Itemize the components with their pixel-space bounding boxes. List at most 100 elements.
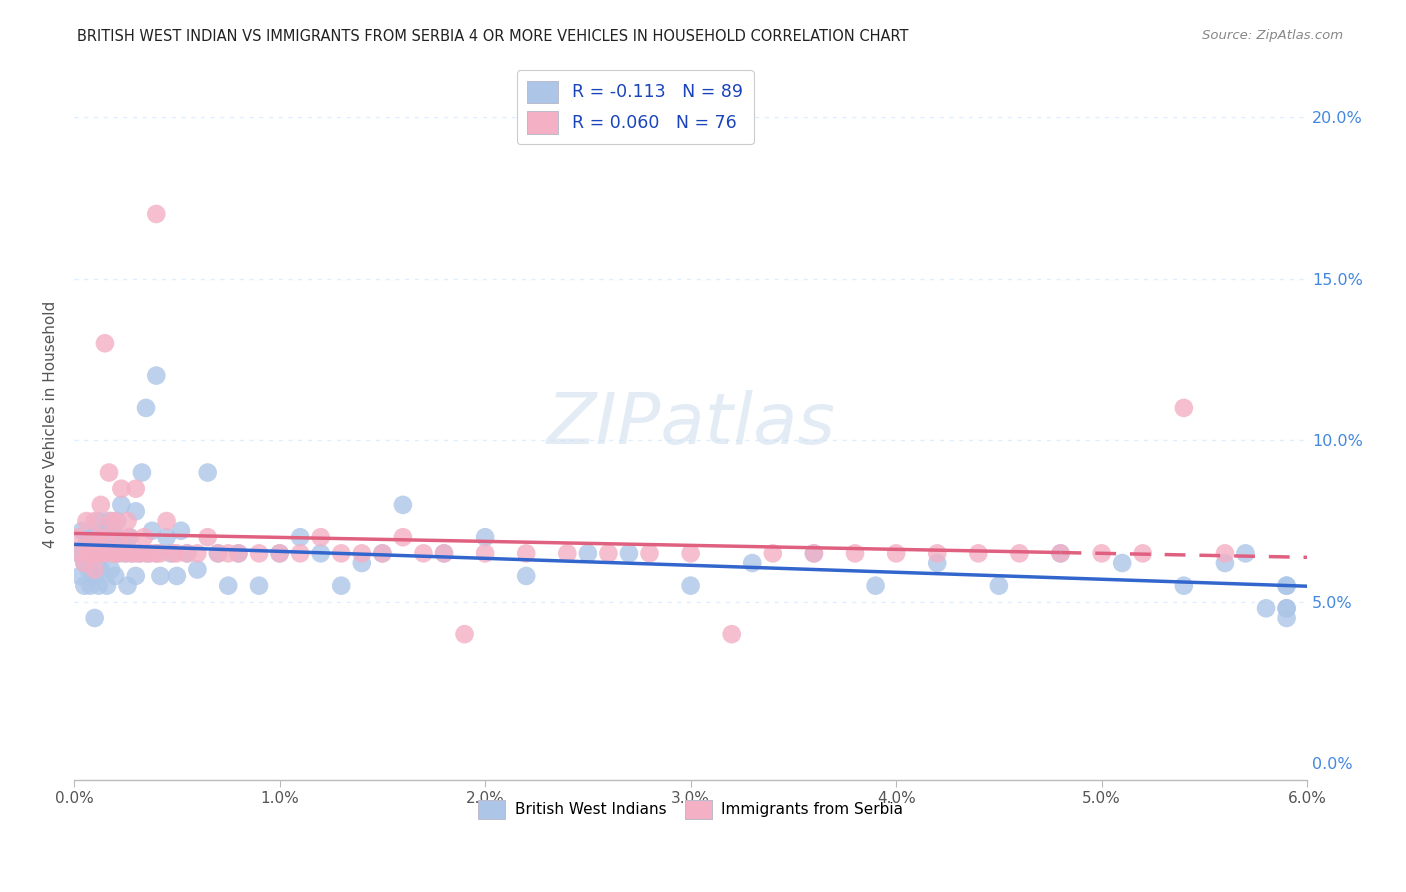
Point (288, 530, 311, 544)
Point (112, 536, 135, 550)
Point (1049, 546, 1071, 560)
Point (90, 546, 112, 560)
Point (145, 368, 167, 383)
Point (87, 530, 110, 544)
Legend: British West Indians, Immigrants from Serbia: British West Indians, Immigrants from Se… (472, 794, 910, 825)
Point (117, 514, 139, 528)
Point (269, 546, 291, 560)
Point (1132, 546, 1154, 560)
Point (228, 546, 250, 560)
Point (371, 546, 394, 560)
Point (67, 546, 90, 560)
Point (87, 579, 110, 593)
Point (91, 530, 114, 544)
Point (145, 546, 167, 560)
Point (145, 207, 167, 221)
Point (77, 562, 100, 576)
Point (170, 524, 193, 538)
Point (90, 498, 112, 512)
Point (104, 546, 127, 560)
Point (79, 536, 101, 550)
Point (75, 514, 97, 528)
Point (162, 546, 184, 560)
Point (927, 556, 949, 570)
Point (86, 546, 108, 560)
Point (638, 546, 661, 560)
Point (135, 546, 157, 560)
Point (576, 546, 599, 560)
Point (101, 546, 124, 560)
Point (100, 514, 122, 528)
Point (515, 569, 537, 583)
Point (1234, 546, 1257, 560)
Point (131, 466, 153, 480)
Point (453, 627, 475, 641)
Point (155, 530, 177, 544)
Point (207, 546, 229, 560)
Point (197, 530, 219, 544)
Point (149, 569, 172, 583)
Point (145, 546, 167, 560)
Point (350, 556, 373, 570)
Point (1049, 546, 1071, 560)
Point (141, 524, 163, 538)
Point (79, 530, 101, 544)
Point (371, 546, 394, 560)
Point (392, 498, 415, 512)
Point (186, 546, 208, 560)
Point (121, 546, 143, 560)
Point (94, 524, 117, 538)
Point (83, 546, 105, 560)
Point (207, 546, 229, 560)
Point (118, 530, 141, 544)
Point (228, 546, 250, 560)
Point (1173, 579, 1195, 593)
Point (330, 579, 353, 593)
Point (117, 579, 139, 593)
Point (125, 504, 148, 518)
Point (927, 546, 949, 560)
Point (515, 546, 537, 560)
Point (91, 546, 114, 560)
Point (1213, 546, 1236, 560)
Point (83, 514, 105, 528)
Point (125, 482, 148, 496)
Point (176, 546, 198, 560)
Point (96, 536, 118, 550)
Point (69, 569, 91, 583)
Point (79, 579, 101, 593)
Point (104, 569, 127, 583)
Point (1008, 546, 1031, 560)
Point (104, 530, 127, 544)
Point (186, 562, 208, 576)
Point (136, 546, 159, 560)
Point (108, 546, 131, 560)
Point (110, 482, 132, 496)
Point (309, 530, 332, 544)
Point (159, 546, 181, 560)
Point (1275, 601, 1298, 615)
Y-axis label: 4 or more Vehicles in Household: 4 or more Vehicles in Household (44, 301, 58, 548)
Point (110, 498, 132, 512)
Point (412, 546, 434, 560)
Point (474, 530, 496, 544)
Point (125, 546, 148, 560)
Point (118, 530, 141, 544)
Point (98, 514, 121, 528)
Text: BRITISH WEST INDIAN VS IMMIGRANTS FROM SERBIA 4 OR MORE VEHICLES IN HOUSEHOLD CO: BRITISH WEST INDIAN VS IMMIGRANTS FROM S… (77, 29, 908, 44)
Point (598, 546, 620, 560)
Point (679, 546, 702, 560)
Point (104, 514, 127, 528)
Point (197, 466, 219, 480)
Point (884, 546, 907, 560)
Text: Source: ZipAtlas.com: Source: ZipAtlas.com (1202, 29, 1343, 42)
Point (803, 546, 825, 560)
Point (128, 546, 150, 560)
Point (865, 579, 887, 593)
Point (73, 556, 96, 570)
Point (114, 546, 136, 560)
Point (98, 466, 121, 480)
Point (762, 546, 785, 560)
Point (96, 530, 118, 544)
Point (247, 579, 270, 593)
